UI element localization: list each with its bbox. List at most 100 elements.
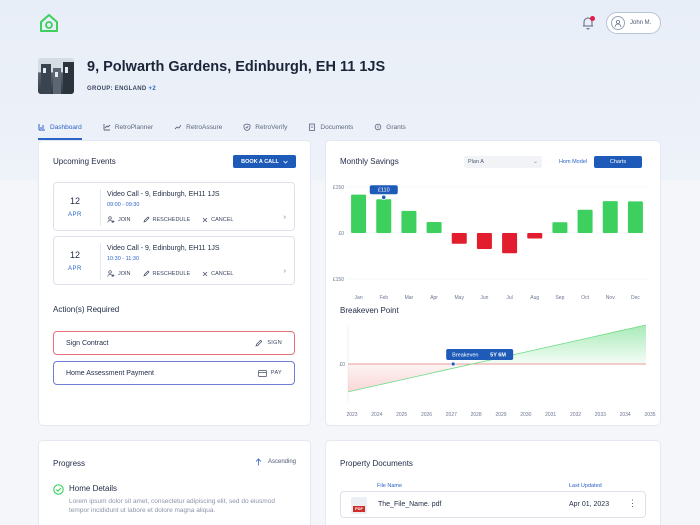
bar-feb [376,199,392,233]
progress-card: Progress Ascending Home Details Lorem ip… [38,440,311,525]
negative-area [348,364,473,392]
event-item[interactable]: 12 APR Video Call - 9, Edinburgh, EH11 1… [53,236,295,285]
pdf-type-label: PDF [353,506,365,512]
y-tick-label: £0 [338,231,344,237]
bar-aug [527,233,543,239]
event-actions: JOIN RESCHEDULE CANCEL [107,270,233,277]
cancel-button[interactable]: CANCEL [202,216,233,223]
bar-mar [401,210,417,233]
user-name: John M. [630,20,652,26]
planner-icon [103,124,111,131]
x-tick-label: May [455,295,465,301]
join-label: JOIN [118,270,131,277]
chevron-down-icon: ⌄ [532,159,538,165]
close-icon [202,271,208,276]
progress-item-title: Home Details [69,484,118,493]
sign-button[interactable]: SIGN [255,339,282,347]
assessment-payment-action[interactable]: Home Assessment Payment PAY [53,361,295,385]
bell-icon[interactable] [581,16,595,30]
group-more-link[interactable]: +2 [148,86,156,92]
document-icon [309,123,316,131]
tab-dashboard[interactable]: Dashboard [38,120,82,140]
x-tick-label: 2029 [495,412,506,418]
pay-button[interactable]: PAY [258,369,282,377]
more-options-icon[interactable]: ⋮ [628,498,637,508]
join-button[interactable]: JOIN [107,216,131,223]
reschedule-button[interactable]: RESCHEDULE [142,270,190,277]
document-row[interactable]: PDF The_File_Name. pdf Apr 01, 2023 ⋮ [340,491,646,518]
pay-label: PAY [270,370,282,376]
chevron-right-icon[interactable]: › [283,268,286,275]
reschedule-label: RESCHEDULE [152,216,191,223]
charts-toggle[interactable]: Charts [594,156,642,168]
cancel-button[interactable]: CANCEL [202,270,233,277]
events-title: Upcoming Events [53,157,116,166]
bar-oct [577,209,593,233]
x-tick-label: Sep [555,295,564,301]
join-label: JOIN [118,216,131,223]
card-icon [258,369,267,377]
assure-icon [174,124,182,130]
x-tick-label: Aug [530,295,539,301]
bar-tooltip [369,185,398,195]
column-file-name[interactable]: File Name [377,483,403,489]
book-call-button[interactable]: BOOK A CALL [233,155,296,168]
x-tick-label: Oct [581,295,589,301]
tab-retroplanner[interactable]: RetroPlanner [103,120,153,134]
pencil-icon [142,270,150,277]
check-circle-icon [53,484,64,495]
bar-jan [351,194,367,233]
close-icon [202,217,208,222]
actions-title: Action(s) Required [53,305,120,314]
sort-label: Ascending [268,459,297,465]
x-tick-label: Jul [506,295,512,301]
x-tick-label: Feb [379,295,388,301]
user-menu-button[interactable]: John M. [606,12,661,34]
documents-card: Property Documents File Name Last Update… [325,440,661,525]
document-date: Apr 01, 2023 [569,501,610,508]
tab-retroverify[interactable]: RetroVerify [243,120,287,134]
event-actions: JOIN RESCHEDULE CANCEL [107,216,233,223]
x-tick-label: 2034 [620,412,631,418]
chevron-right-icon[interactable]: › [283,214,286,221]
bar-tooltip-label: £110 [378,187,390,193]
events-card: Upcoming Events BOOK A CALL 12 APR Video… [38,140,311,426]
x-tick-label: Jan [355,295,363,301]
x-tick-label: Nov [606,295,615,301]
tab-bar: Dashboard RetroPlanner RetroAssure Retro… [38,120,427,140]
grants-icon [375,123,382,131]
reschedule-button[interactable]: RESCHEDULE [142,216,191,223]
x-tick-label: 2028 [471,412,482,418]
tab-documents[interactable]: Documents [308,120,353,134]
breakeven-tooltip [446,349,514,360]
bar-apr [426,221,442,233]
pdf-file-icon: PDF [351,497,367,514]
x-tick-label: 2027 [446,412,457,418]
x-tick-label: 2031 [545,412,556,418]
event-item[interactable]: 12 APR Video Call - 9, Edinburgh, EH11 1… [53,182,295,231]
plan-select[interactable]: Plan A ⌄ [464,156,542,168]
home-model-toggle[interactable]: Hom Model [558,159,588,165]
bar-dec [627,201,643,233]
home-logo-icon[interactable] [38,12,60,34]
people-icon [107,216,115,223]
cancel-label: CANCEL [211,216,234,223]
sign-contract-action[interactable]: Sign Contract SIGN [53,331,295,355]
tab-grants[interactable]: Grants [374,120,406,134]
x-tick-label: Apr [430,295,438,301]
x-tick-label: 2032 [570,412,581,418]
event-title: Video Call - 9, Edinburgh, EH11 1JS [107,191,220,198]
shield-icon [243,123,251,131]
bar-jun [476,233,492,249]
breakeven-tooltip-label: Breakeven [452,353,478,359]
x-tick-label: 2033 [595,412,606,418]
column-last-updated[interactable]: Last Updated [569,483,602,489]
sort-button[interactable]: Ascending [255,458,296,466]
event-day: 12 [70,196,81,206]
y-tick-label: £150 [333,277,344,283]
progress-item-description: Lorem ipsum dolor sit amet, consectetur … [69,498,275,514]
group-name: GROUP: ENGLAND [87,86,147,92]
tab-retroassure[interactable]: RetroAssure [174,120,222,134]
avatar-icon [611,16,625,30]
join-button[interactable]: JOIN [107,270,131,277]
